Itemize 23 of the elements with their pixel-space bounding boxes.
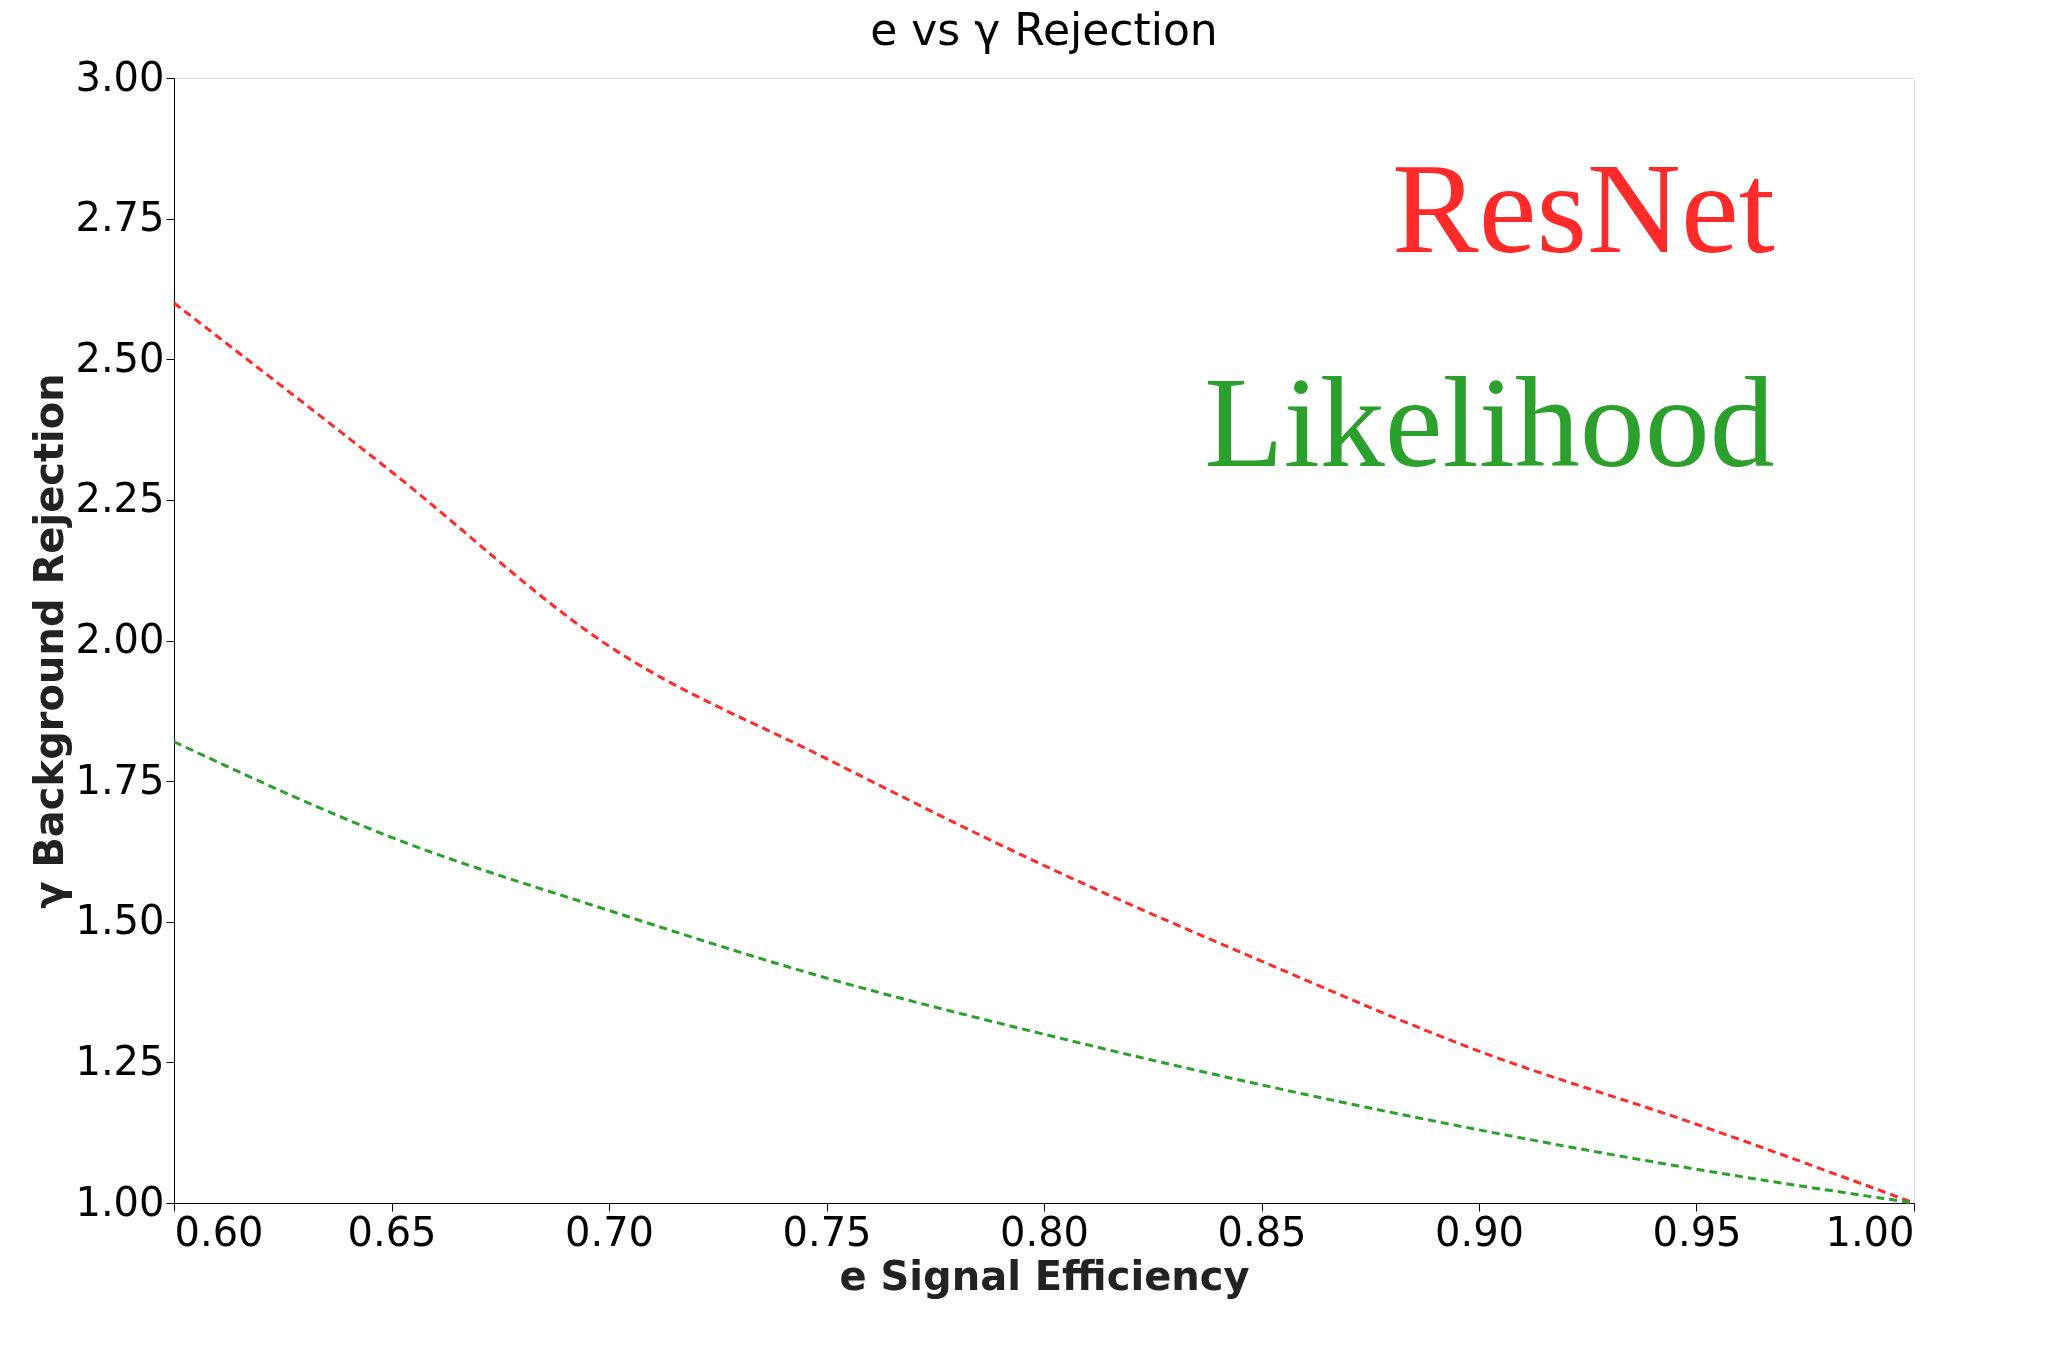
y-tick-label: 2.50	[75, 334, 165, 381]
x-tick-label: 0.90	[1434, 1208, 1525, 1255]
y-tick-label: 3.00	[75, 53, 165, 100]
text: ResNet	[1392, 136, 1775, 280]
x-tick-label: 0.80	[999, 1208, 1090, 1255]
chart-title: e vs γ Rejection	[870, 4, 1218, 55]
text: Likelihood	[1204, 349, 1775, 494]
y-tick-label: 1.25	[75, 1037, 165, 1084]
y-tick-label: 1.50	[75, 897, 165, 944]
x-tick-label: 0.95	[1652, 1208, 1742, 1255]
x-axis-title: e Signal Efficiency	[839, 1252, 1250, 1299]
y-tick-label: 1.00	[75, 1178, 165, 1225]
x-tick-label: 0.60	[174, 1208, 264, 1255]
y-tick-label: 2.00	[75, 616, 165, 662]
x-tick-label: 0.85	[1217, 1208, 1307, 1255]
y-tick-label: 2.75	[75, 194, 165, 241]
x-tick-label: 0.65	[347, 1208, 437, 1255]
y-axis-title: γ Background Rejection	[26, 373, 73, 909]
x-tick-label: 0.75	[782, 1208, 872, 1255]
y-tick-label: 1.75	[75, 756, 165, 803]
x-tick-label: 0.70	[564, 1208, 655, 1255]
y-tick-label: 2.25	[75, 475, 165, 522]
x-tick-label: 1.00	[1825, 1208, 1915, 1255]
